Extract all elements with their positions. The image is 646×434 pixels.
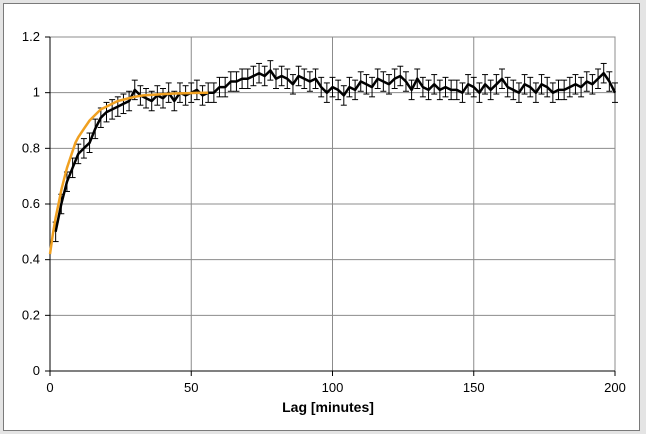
x-axis-title: Lag [minutes] — [282, 399, 374, 415]
y-tick-label: 0.8 — [22, 140, 40, 155]
line-chart: 0 0.2 0.4 0.6 0.8 1 1.2 0 50 100 150 200 Lag [minut… — [22, 29, 626, 415]
y-tick-label: 1.2 — [22, 29, 40, 44]
y-tick-label: 1 — [33, 85, 40, 100]
x-tick-label: 200 — [604, 380, 626, 395]
x-tick-label: 100 — [322, 380, 344, 395]
data-series-line — [54, 69, 617, 233]
x-tick-label: 50 — [184, 380, 198, 395]
fit-curve-line — [48, 91, 209, 255]
data-series — [48, 60, 618, 255]
x-tick-label: 150 — [463, 380, 485, 395]
axes: 0 0.2 0.4 0.6 0.8 1 1.2 0 50 100 150 200 — [22, 29, 626, 395]
y-tick-label: 0.2 — [22, 307, 40, 322]
y-tick-label: 0.6 — [22, 196, 40, 211]
chart-area: 0 0.2 0.4 0.6 0.8 1 1.2 0 50 100 150 200 Lag [minut… — [3, 3, 640, 431]
y-tick-label: 0 — [33, 363, 40, 378]
y-tick-label: 0.4 — [22, 252, 40, 267]
x-tick-label: 0 — [46, 380, 53, 395]
